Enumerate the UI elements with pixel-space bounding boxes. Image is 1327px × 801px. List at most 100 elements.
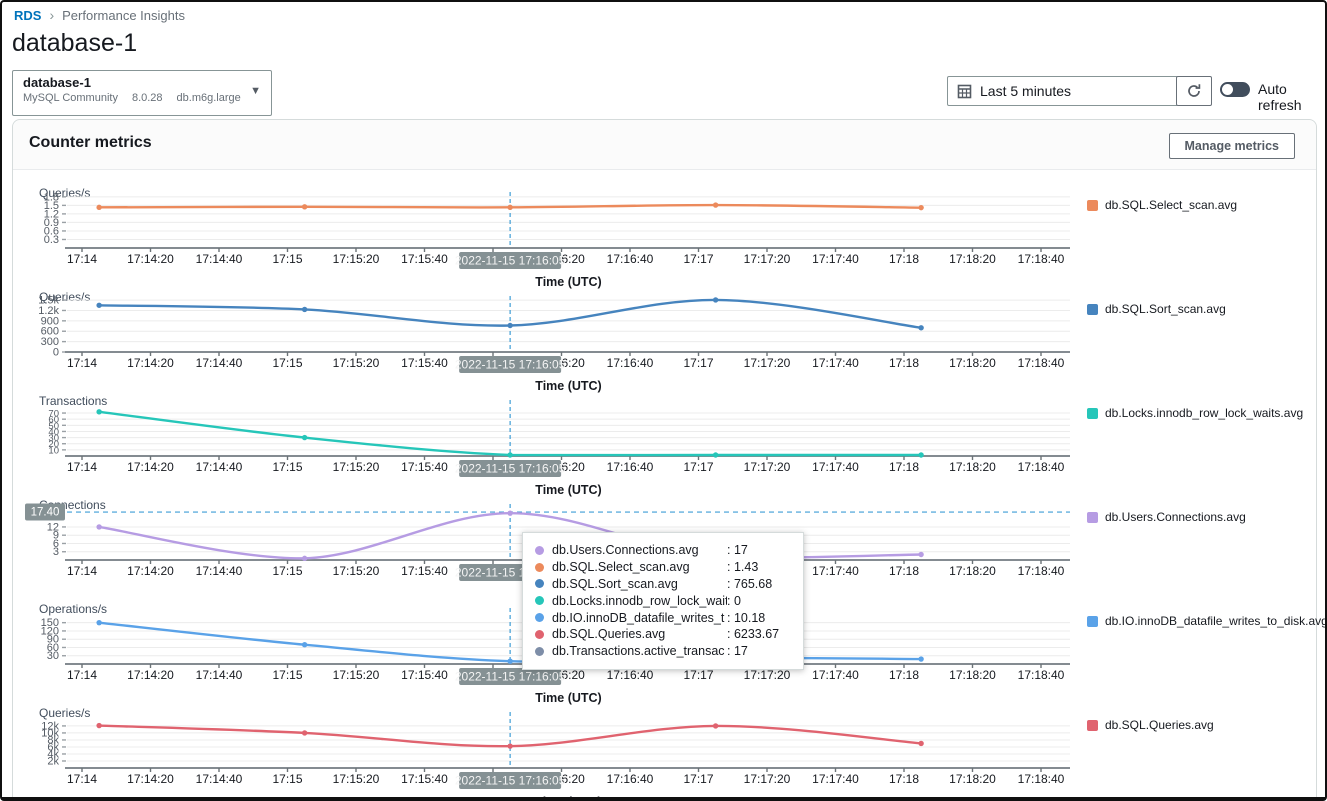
svg-text:17:17:40: 17:17:40	[812, 252, 859, 266]
tooltip-row: db.SQL.Sort_scan.avg: 765.68	[535, 576, 791, 593]
tooltip-row: db.Locks.innodb_row_lock_waits: 0	[535, 592, 791, 609]
svg-text:17:17: 17:17	[683, 460, 713, 474]
svg-text:17:18: 17:18	[889, 772, 919, 786]
svg-text:17:17:40: 17:17:40	[812, 460, 859, 474]
svg-text:2k: 2k	[47, 755, 59, 767]
tooltip-series-name: db.IO.innoDB_datafile_writes_t	[552, 610, 725, 625]
svg-text:2022-11-15 17:16:05: 2022-11-15 17:16:05	[455, 358, 566, 372]
legend-color-swatch	[1087, 719, 1098, 731]
svg-text:17:18:40: 17:18:40	[1018, 356, 1065, 370]
auto-refresh-toggle[interactable]	[1220, 82, 1250, 97]
svg-text:2022-11-15 17:16:05: 2022-11-15 17:16:05	[455, 462, 566, 476]
breadcrumb-current: Performance Insights	[62, 7, 185, 23]
svg-text:17:15:40: 17:15:40	[401, 564, 448, 578]
time-range-input[interactable]: Last 5 minutes	[947, 76, 1178, 106]
svg-text:17:14:20: 17:14:20	[127, 356, 174, 370]
metric-chart-db.Locks.innodb_row_lock_waits.avg[interactable]: Transactions 70 60 50 40 30 20 10 17:14 17:14:20 1…	[25, 393, 1315, 497]
svg-text:30: 30	[48, 433, 59, 444]
metric-chart-db.SQL.Queries.avg[interactable]: Queries/s 12k 10k 8k 6k 4k 2k 17:14 17:14:20 17:1…	[25, 705, 1315, 801]
tooltip-row: db.SQL.Queries.avg: 6233.67	[535, 626, 791, 643]
svg-text:17:18: 17:18	[889, 356, 919, 370]
svg-text:60: 60	[47, 642, 59, 654]
tooltip-series-value: : 17	[727, 644, 748, 659]
svg-text:60: 60	[48, 415, 59, 426]
svg-text:10: 10	[48, 445, 59, 456]
svg-text:17:14: 17:14	[67, 564, 97, 578]
tooltip-series-dot	[535, 613, 544, 623]
svg-text:17:17: 17:17	[683, 772, 713, 786]
svg-text:30: 30	[47, 650, 59, 662]
db-version: 8.0.28	[131, 92, 163, 104]
metric-chart-db.SQL.Select_scan.avg[interactable]: Queries/s 1.8 1.5 1.2 0.9 0.6 0.3 17:14 17:14:20…	[25, 185, 1315, 289]
chevron-down-icon: ▼	[250, 85, 261, 97]
legend-color-swatch	[1087, 511, 1098, 523]
svg-text:17:14:40: 17:14:40	[196, 564, 243, 578]
svg-text:17:17:20: 17:17:20	[744, 356, 791, 370]
db-engine: MySQL Community	[23, 92, 118, 104]
svg-text:2022-11-15 17:16:05: 2022-11-15 17:16:05	[455, 774, 566, 788]
legend-color-swatch	[1087, 303, 1098, 315]
svg-text:17:18:20: 17:18:20	[949, 252, 996, 266]
chart-tooltip: db.Users.Connections.avg: 17 db.SQL.Selec…	[522, 532, 804, 670]
legend-item: db.Locks.innodb_row_lock_waits.avg	[1087, 406, 1303, 420]
counter-metrics-panel: Counter metrics Manage metrics	[12, 119, 1317, 797]
svg-text:17:18:40: 17:18:40	[1018, 252, 1065, 266]
tooltip-series-dot	[535, 562, 544, 572]
svg-text:17:15:40: 17:15:40	[401, 668, 448, 682]
svg-text:17:16:40: 17:16:40	[607, 668, 654, 682]
svg-text:17:14:20: 17:14:20	[127, 772, 174, 786]
svg-text:Time (UTC): Time (UTC)	[535, 275, 601, 289]
tooltip-series-name: db.Transactions.active_transac	[552, 644, 725, 659]
svg-text:17:15:40: 17:15:40	[401, 772, 448, 786]
svg-text:12k: 12k	[41, 720, 59, 732]
svg-text:17:15: 17:15	[272, 252, 302, 266]
legend-label: db.IO.innoDB_datafile_writes_to_disk.avg	[1105, 614, 1327, 628]
svg-text:17:15:40: 17:15:40	[401, 356, 448, 370]
refresh-button[interactable]	[1176, 76, 1212, 106]
svg-text:9: 9	[53, 530, 59, 542]
breadcrumb-rds-link[interactable]: RDS	[14, 7, 42, 23]
tooltip-row: db.SQL.Select_scan.avg: 1.43	[535, 559, 791, 576]
svg-text:17.40: 17.40	[31, 507, 60, 519]
svg-text:Transactions: Transactions	[39, 394, 107, 408]
db-instance-selector[interactable]: database-1 MySQL Community 8.0.28 db.m6g…	[12, 70, 272, 116]
svg-text:4k: 4k	[47, 748, 59, 760]
svg-text:17:14: 17:14	[67, 356, 97, 370]
svg-text:17:15:40: 17:15:40	[401, 460, 448, 474]
svg-text:17:18:40: 17:18:40	[1018, 668, 1065, 682]
svg-text:120: 120	[41, 625, 59, 637]
svg-text:Time (UTC): Time (UTC)	[535, 379, 601, 393]
svg-text:17:18:20: 17:18:20	[949, 564, 996, 578]
manage-metrics-button[interactable]: Manage metrics	[1168, 133, 1295, 159]
svg-text:17:18: 17:18	[889, 564, 919, 578]
svg-text:2022-11-15 17:16:05: 2022-11-15 17:16:05	[455, 670, 566, 684]
svg-text:17:18:20: 17:18:20	[949, 668, 996, 682]
svg-text:17:14:40: 17:14:40	[196, 252, 243, 266]
svg-text:17:14: 17:14	[67, 668, 97, 682]
svg-text:Operations/s: Operations/s	[39, 602, 107, 616]
svg-text:17:18: 17:18	[889, 460, 919, 474]
svg-text:70: 70	[48, 409, 59, 420]
svg-text:6k: 6k	[47, 741, 59, 753]
svg-text:17:15:20: 17:15:20	[333, 772, 380, 786]
svg-text:17:14: 17:14	[67, 252, 97, 266]
svg-text:17:15:20: 17:15:20	[333, 668, 380, 682]
legend-color-swatch	[1087, 407, 1098, 419]
svg-text:17:17:40: 17:17:40	[812, 564, 859, 578]
svg-text:17:14: 17:14	[67, 460, 97, 474]
svg-text:1.2k: 1.2k	[38, 305, 59, 317]
svg-text:17:17: 17:17	[683, 356, 713, 370]
metric-chart-db.SQL.Sort_scan.avg[interactable]: Queries/s 1.5k 1.2k 900 600 300 0 17:14 17:14:20…	[25, 289, 1315, 393]
svg-text:17:17:40: 17:17:40	[812, 356, 859, 370]
tooltip-series-value: : 6233.67	[727, 627, 780, 642]
svg-text:17:14:20: 17:14:20	[127, 668, 174, 682]
svg-text:17:14:40: 17:14:40	[196, 772, 243, 786]
chart-canvas-0[interactable]: Queries/s1.81.51.20.90.60.317:14 17:14:20…	[25, 185, 1070, 291]
svg-text:17:17: 17:17	[683, 252, 713, 266]
svg-text:17:16:40: 17:16:40	[607, 252, 654, 266]
svg-text:17:17:20: 17:17:20	[744, 460, 791, 474]
panel-title: Counter metrics	[29, 134, 152, 151]
